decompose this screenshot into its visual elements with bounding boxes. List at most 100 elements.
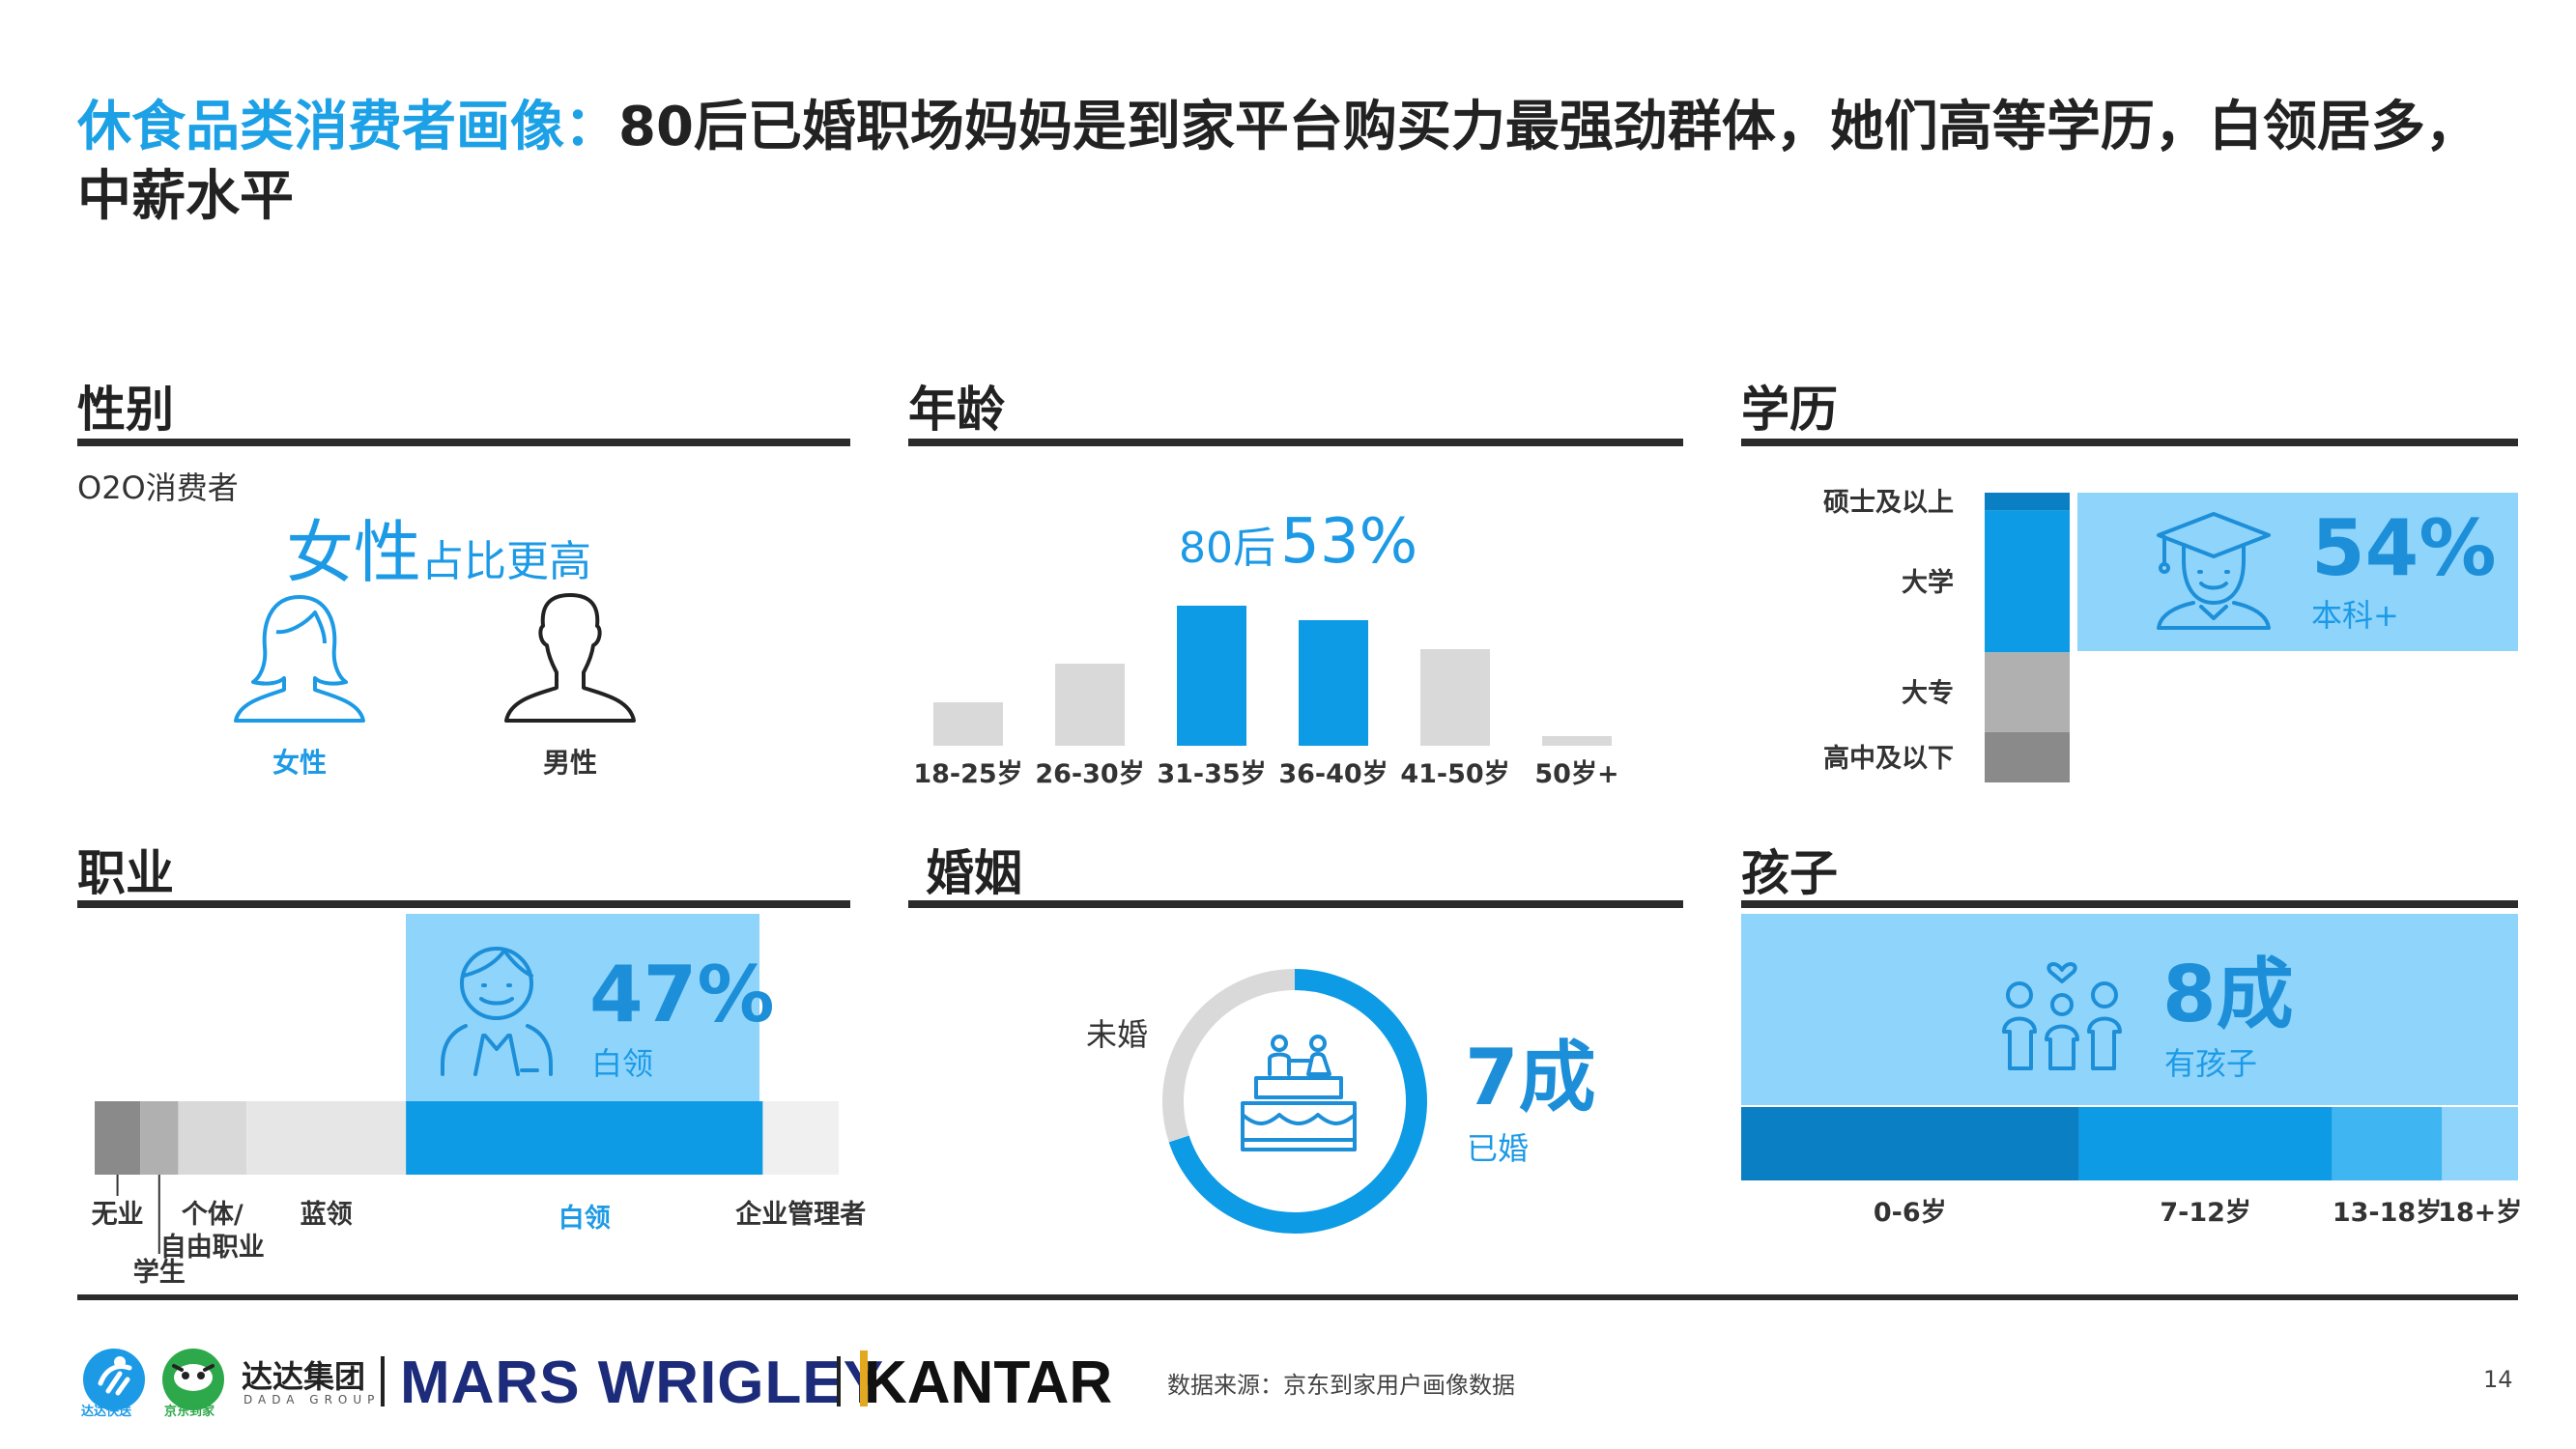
section-title-gender: 性别 <box>77 382 174 438</box>
children-segment <box>1741 1107 2079 1180</box>
section-rule-marriage <box>908 900 1683 908</box>
occupation-highlight-panel <box>406 914 759 1103</box>
occupation-category-label: 学生 <box>133 1257 186 1288</box>
male-person-icon <box>504 593 636 723</box>
marriage-donut-segment <box>1168 969 1427 1234</box>
education-category-label: 硕士及以上 <box>1823 488 1954 518</box>
gender-headline-big: 女性 <box>286 513 421 592</box>
age-headline: 80后 53% <box>1179 506 1417 578</box>
female-person-icon <box>234 595 365 723</box>
title-main: 80后已婚职场妈妈是到家平台购买力最强劲群体，她们高等学历，白领居多，中薪水平 <box>77 96 2479 228</box>
page-number: 14 <box>2483 1366 2513 1393</box>
education-segment <box>1985 652 2070 732</box>
male-label: 男性 <box>543 747 598 779</box>
data-source: 数据来源：京东到家用户画像数据 <box>1167 1372 1515 1399</box>
gender-headline-small: 占比更高 <box>421 537 591 586</box>
occupation-highlight-value: 47% <box>589 950 775 1039</box>
footer-rule <box>77 1294 2518 1300</box>
occupation-category-label: 无业 <box>92 1200 144 1230</box>
children-segment <box>2332 1107 2443 1180</box>
female-label: 女性 <box>272 747 328 779</box>
children-highlight-panel <box>1741 914 2518 1105</box>
wedding-cake-icon <box>1241 1035 1357 1151</box>
age-headline-value: 53% <box>1280 506 1418 578</box>
education-highlight-value: 54% <box>2311 503 2497 593</box>
children-category-label: 18+岁 <box>2438 1198 2522 1228</box>
age-tick-label: 26-30岁 <box>1035 759 1144 789</box>
occupation-segment <box>178 1101 247 1175</box>
children-category-label: 0-6岁 <box>1874 1198 1947 1228</box>
education-segment <box>1985 731 2070 782</box>
education-highlight-label: 本科+ <box>2311 597 2399 634</box>
age-bar <box>1055 664 1125 746</box>
section-rule-occupation <box>77 900 850 908</box>
education-category-label: 大学 <box>1902 567 1954 598</box>
age-bar <box>933 702 1003 746</box>
kantar-mark <box>860 1350 868 1406</box>
children-highlight-value: 8成 <box>2162 950 2294 1039</box>
age-tick-label: 50岁+ <box>1534 759 1618 789</box>
age-tick-label: 41-50岁 <box>1400 759 1509 789</box>
gender-headline: 女性占比更高 <box>286 498 591 596</box>
jd-badge-label: 京东到家 <box>164 1405 215 1419</box>
page-title: 休食品类消费者画像：80后已婚职场妈妈是到家平台购买力最强劲群体，她们高等学历，… <box>77 93 2532 232</box>
dada-group-text: 达达集团 <box>242 1358 366 1395</box>
occupation-category-label: 自由职业 <box>160 1232 265 1263</box>
dada-badge-label: 达达快送 <box>81 1405 132 1419</box>
title-accent: 休食品类消费者画像： <box>77 96 618 158</box>
jd-daojia-logo-icon <box>162 1349 224 1410</box>
education-category-label: 大专 <box>1902 679 1954 709</box>
age-bar-chart: 18-25岁 26-30岁 31-35岁 36-40岁 41-50岁 50岁+ <box>913 606 1619 789</box>
dada-group-sub: DADA GROUP <box>243 1393 381 1406</box>
family-icon <box>2002 962 2122 1070</box>
occupation-segment <box>246 1101 407 1175</box>
marriage-highlight-value: 7成 <box>1465 1033 1596 1122</box>
occupation-category-label: 企业管理者 <box>735 1199 866 1230</box>
footer-divider <box>837 1356 841 1406</box>
section-title-occupation: 职业 <box>77 845 174 901</box>
unmarried-label: 未婚 <box>1086 1016 1149 1053</box>
section-rule-education <box>1741 439 2518 446</box>
age-tick-label: 18-25岁 <box>913 759 1022 789</box>
occupation-segment <box>762 1101 839 1175</box>
age-tick-label: 31-35岁 <box>1157 759 1266 789</box>
children-category-label: 13-18岁 <box>2333 1198 2442 1228</box>
education-segment <box>1985 493 2070 511</box>
section-rule-gender <box>77 439 850 446</box>
gender-subtitle: O2O消费者 <box>77 469 239 506</box>
occupation-segment <box>95 1101 141 1175</box>
section-title-marriage: 婚姻 <box>926 845 1022 901</box>
occupation-segment <box>140 1101 179 1175</box>
graduate-icon <box>2157 512 2271 630</box>
occupation-segment <box>406 1101 763 1175</box>
section-title-age: 年龄 <box>908 382 1005 438</box>
marriage-highlight-label: 已婚 <box>1467 1130 1530 1167</box>
section-rule-age <box>908 439 1683 446</box>
section-title-children: 孩子 <box>1741 845 1838 901</box>
age-bar <box>1177 606 1246 746</box>
age-bar <box>1542 736 1612 746</box>
education-highlight-panel <box>2077 493 2518 651</box>
kantar-logo: KANTAR <box>864 1350 1113 1416</box>
children-segment <box>2078 1107 2333 1180</box>
dada-logo-icon <box>83 1349 145 1410</box>
marriage-donut-chart <box>1162 969 1427 1234</box>
occupation-category-label: 白领 <box>558 1203 611 1234</box>
occupation-highlight-label: 白领 <box>591 1045 654 1082</box>
children-segment <box>2442 1107 2518 1180</box>
education-segment <box>1985 510 2070 653</box>
footer-divider <box>381 1356 385 1406</box>
children-highlight-label: 有孩子 <box>2164 1045 2258 1082</box>
age-bar <box>1420 649 1490 746</box>
children-category-label: 7-12岁 <box>2160 1198 2251 1228</box>
section-title-education: 学历 <box>1741 382 1838 438</box>
occupation-category-label: 个体/ <box>182 1200 243 1230</box>
section-rule-children <box>1741 900 2518 908</box>
age-tick-label: 36-40岁 <box>1278 759 1388 789</box>
age-headline-prefix: 80后 <box>1179 524 1275 573</box>
education-category-label: 高中及以下 <box>1823 743 1954 774</box>
marriage-donut-segment <box>1162 969 1296 1143</box>
